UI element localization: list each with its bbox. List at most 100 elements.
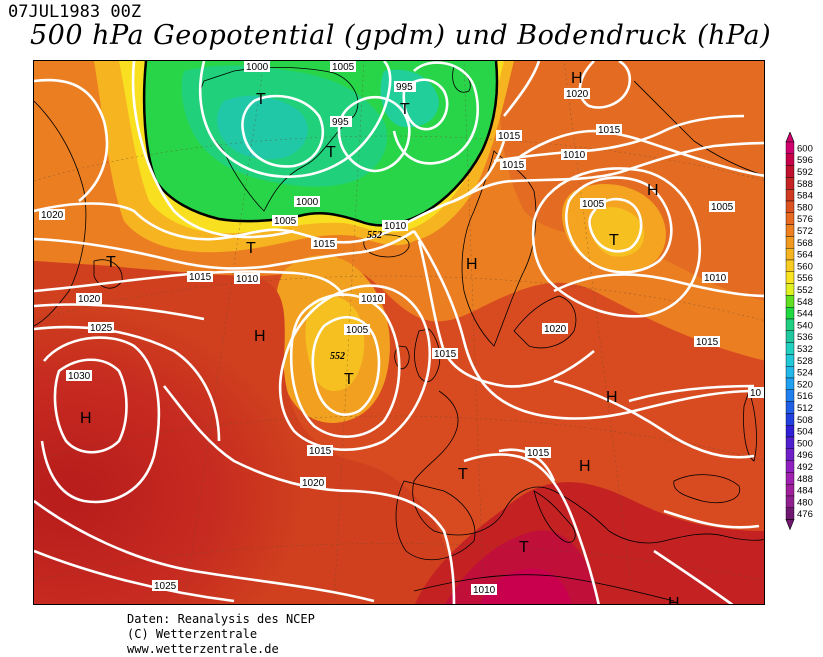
colorbar-swatch [785,306,795,320]
bg-west-red [34,261,464,604]
colorbar-swatch [785,436,795,450]
colorbar-level-label: 516 [797,391,813,402]
isobar-label: 1005 [330,61,356,73]
data-credit: Daten: Reanalysis des NCEP (C) Wetterzen… [127,612,315,657]
isobar-label: 1020 [542,323,568,335]
svg-text:1005: 1005 [346,325,369,336]
svg-text:1010: 1010 [473,585,496,596]
colorbar-level-label: 576 [797,214,813,225]
isobar-label: 1015 [187,271,213,283]
svg-text:1025: 1025 [154,581,177,592]
svg-text:1015: 1015 [598,125,621,136]
colorbar-level-label: 548 [797,297,813,308]
svg-text:1020: 1020 [302,478,325,489]
isobar-label: 1015 [500,159,526,171]
svg-text:1005: 1005 [332,62,355,73]
data-source: Daten: Reanalysis des NCEP [127,612,315,626]
isobar-label: 1025 [88,322,114,334]
colorbar-swatch [785,342,795,355]
svg-text:1005: 1005 [582,199,605,210]
svg-text:1000: 1000 [296,197,319,208]
isobar-label: 1005 [580,198,606,210]
colorbar-level-label: 488 [797,474,813,485]
map-date: 07JUL1983 00Z [8,2,142,22]
isobar-label-group: 1000 1005 995 995 1000 1005 1010 1015 10… [39,61,764,596]
colorbar-level-label: 496 [797,450,813,461]
colorbar-level-label: 596 [797,155,813,166]
low-pressure-marker: T [246,240,256,257]
svg-text:995: 995 [396,82,413,93]
isobar-label: 1020 [76,293,102,305]
svg-text:995: 995 [332,117,349,128]
low-pressure-marker: T [256,91,266,108]
isobar-label: 1015 [307,445,333,457]
svg-text:1010: 1010 [236,274,259,285]
isobar-label: 1020 [564,88,590,100]
svg-text:1000: 1000 [246,62,269,73]
svg-text:1020: 1020 [78,294,101,305]
isobar-label: 1015 [694,336,720,348]
svg-text:1015: 1015 [696,337,719,348]
isobar-label: 1010 [702,272,728,284]
isobar-label: 1010 [561,148,587,160]
colorbar-swatch [785,425,795,438]
colorbar-swatch [785,507,795,520]
colorbar-swatch [785,472,795,485]
colorbar-swatch [785,484,795,497]
colorbar-swatch [785,224,795,237]
isobar-label: 1010 [359,293,385,305]
isobar-label: 1000 [294,196,320,208]
colorbar-level-label: 536 [797,332,813,343]
colorbar-level-label: 512 [797,403,813,414]
colorbar-level-label: 480 [797,497,813,508]
high-pressure-marker: H [647,182,659,199]
colorbar-level-label: 508 [797,415,813,426]
colorbar-level-label: 556 [797,273,813,284]
isobar-label: 1020 [300,477,326,489]
high-pressure-marker: H [606,389,618,406]
isobar-label: 1015 [432,348,458,360]
colorbar-level-label: 524 [797,368,813,379]
colorbar-swatch [785,271,795,284]
geopotential-label: 552 [330,351,345,362]
bg-magenta-core [479,568,572,604]
low-pressure-marker: T [519,539,529,556]
colorbar-level-label: 544 [797,309,813,320]
colorbar-level-label: 568 [797,238,813,249]
colorbar-level-label: 532 [797,344,813,355]
svg-text:1005: 1005 [711,202,734,213]
bg-east-yellow-inner [591,207,645,257]
colorbar-level-label: 564 [797,250,813,261]
colorbar-swatch [785,153,795,166]
low-pressure-marker: T [344,371,354,388]
colorbar-swatch [785,200,795,214]
high-pressure-marker: H [579,458,591,475]
svg-text:1010: 1010 [384,221,407,232]
colorbar-swatch [785,413,795,426]
colorbar-top-arrow [785,131,795,143]
svg-text:1015: 1015 [498,131,521,142]
isobars [34,61,764,604]
colorbar-level-label: 520 [797,379,813,390]
isobar-label: 1015 [525,447,551,459]
low-pressure-marker: T [106,254,116,271]
low-pressure-marker: T [326,144,336,161]
low-pressure-marker: T [609,232,619,249]
low-pressure-marker: T [458,466,468,483]
geopotential-label: 552 [367,230,382,241]
isobar-label: 1015 [596,124,622,136]
bg-teal-core [217,95,308,160]
colorbar-swatch [785,247,795,261]
colorbar-level-label: 540 [797,320,813,331]
colorbar-swatch [785,354,795,367]
colorbar-swatch [785,495,795,509]
isobar-label: 995 [330,116,352,128]
svg-text:1020: 1020 [544,324,567,335]
high-pressure-marker: H [80,410,92,427]
colorbar-level-label: 560 [797,261,813,272]
isobar-label: 1010 [382,220,408,232]
high-pressure-marker: H [571,70,583,87]
colorbar-swatch [785,460,795,473]
isobar-label: 1030 [66,370,92,382]
svg-text:10: 10 [750,388,762,399]
